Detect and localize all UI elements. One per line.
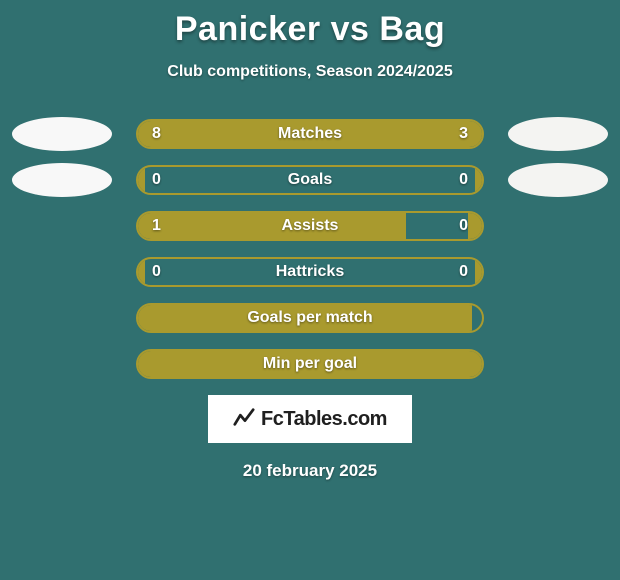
stat-bar-fill-left <box>138 259 145 285</box>
stat-value-right: 0 <box>459 263 468 281</box>
player-left-avatar <box>12 117 112 151</box>
stat-bar-track: Min per goal <box>136 349 484 379</box>
stat-row: 0 0Goals <box>0 165 620 195</box>
stat-bar-fill-left <box>138 351 482 377</box>
player-left-avatar <box>12 163 112 197</box>
stat-label: Hattricks <box>138 263 482 281</box>
stat-row: 0 0Hattricks <box>0 257 620 287</box>
vs-separator: vs <box>331 10 370 48</box>
stats-chart: 83Matches00Goals10Assists00HattricksGoal… <box>0 119 620 379</box>
stat-label: Goals <box>138 171 482 189</box>
stat-value-right: 0 <box>459 171 468 189</box>
player-right-avatar <box>508 163 608 197</box>
stat-bar-fill-right <box>475 259 482 285</box>
brand-name: FcTables.com <box>261 408 387 431</box>
stat-row: Goals per match <box>0 303 620 333</box>
player-right-name: Bag <box>379 10 445 48</box>
stat-bar-fill-left <box>138 305 472 331</box>
comparison-title: Panicker vs Bag <box>0 0 620 49</box>
stat-bar-fill-right <box>468 213 482 239</box>
stat-bar-fill-right <box>475 167 482 193</box>
stat-bar-track: 83Matches <box>136 119 484 149</box>
stat-bar-fill-left <box>138 167 145 193</box>
stat-value-left: 0 <box>152 171 161 189</box>
stat-bar-fill-left <box>138 121 379 147</box>
stat-bar-fill-left <box>138 213 406 239</box>
stat-bar-track: Goals per match <box>136 303 484 333</box>
player-right-avatar <box>508 117 608 151</box>
stat-row: 83Matches <box>0 119 620 149</box>
stat-row: Min per goal <box>0 349 620 379</box>
stat-bar-track: 0 0Hattricks <box>136 257 484 287</box>
brand-badge: FcTables.com <box>208 395 412 443</box>
subtitle-competition-season: Club competitions, Season 2024/2025 <box>0 63 620 81</box>
date-line: 20 february 2025 <box>0 461 620 481</box>
stat-bar-track: 0 0Goals <box>136 165 484 195</box>
stat-bar-track: 10Assists <box>136 211 484 241</box>
player-left-name: Panicker <box>175 10 321 48</box>
stat-row: 10Assists <box>0 211 620 241</box>
stat-value-left: 0 <box>152 263 161 281</box>
stat-value-right: 0 <box>459 217 468 235</box>
stat-bar-fill-right <box>379 121 482 147</box>
brand-logo-icon <box>233 406 255 433</box>
